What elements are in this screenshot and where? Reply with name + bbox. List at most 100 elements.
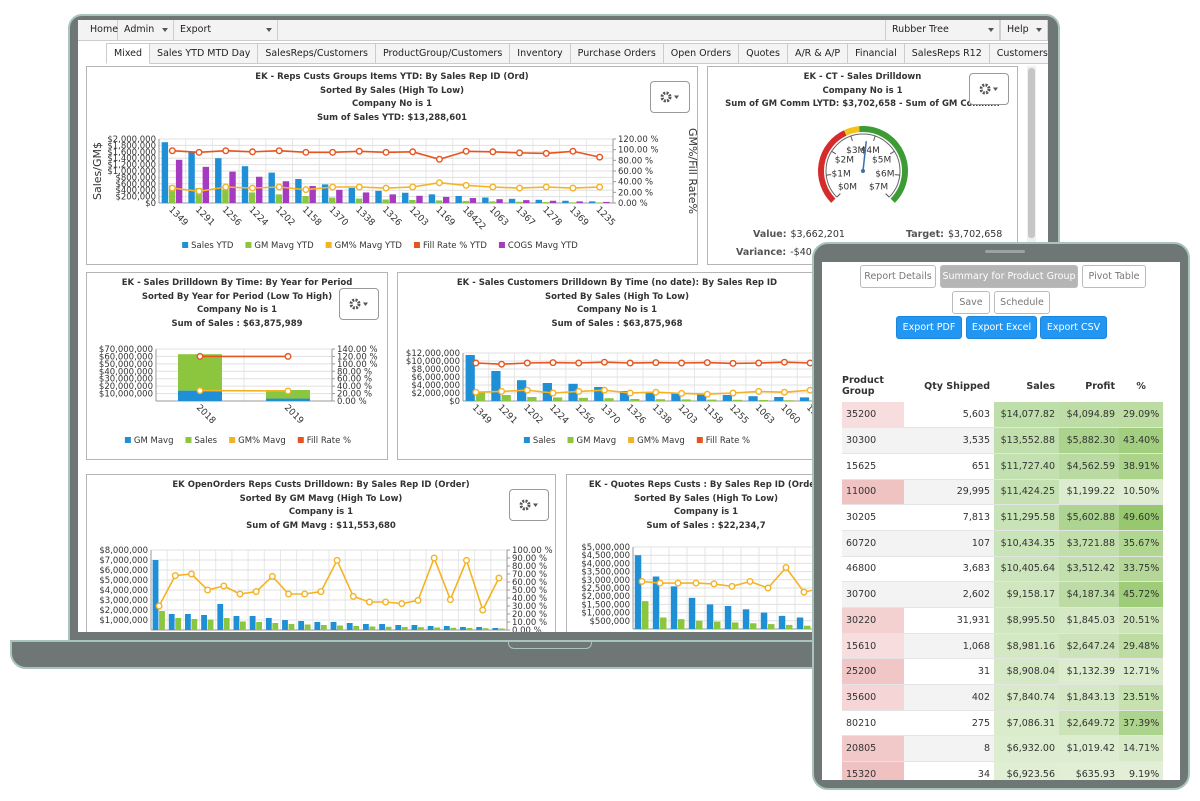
gear[interactable] — [660, 91, 672, 103]
button[interactable]: Pivot Table — [1082, 265, 1146, 288]
line-marker — [516, 149, 524, 157]
x-tick-label: 18422 — [460, 205, 487, 232]
y2-tick-label: 80.00 % — [337, 367, 372, 377]
title-line: Sorted By Year for Period (Low To High) — [141, 291, 333, 302]
settings-button[interactable] — [969, 73, 1009, 105]
line-marker — [729, 359, 737, 367]
x-tick-label: 1202 — [521, 403, 544, 426]
chart-panel: EK - Sales Drilldown By Time: By Year fo… — [86, 272, 388, 460]
menu-item[interactable]: Export Dashboard — [174, 20, 278, 55]
tab[interactable]: SalesReps R12 — [904, 43, 990, 64]
bar — [491, 371, 501, 401]
bar — [222, 189, 229, 203]
line-marker — [549, 359, 557, 367]
line-marker — [284, 387, 292, 395]
gear-icon[interactable] — [510, 490, 548, 520]
title-line: Sum of Sales : $22,234,7 — [646, 520, 766, 531]
tab[interactable]: Inventory — [510, 43, 571, 64]
table-cell: 14.71% — [1119, 735, 1164, 763]
button[interactable]: Save — [952, 291, 990, 314]
gear[interactable] — [519, 499, 531, 511]
settings-button[interactable] — [509, 489, 549, 521]
bar — [152, 560, 159, 630]
menu-item[interactable]: Home — [84, 20, 118, 40]
bar — [202, 166, 210, 203]
tab[interactable]: A/R & A/P — [787, 43, 849, 64]
tablet-screen: Report Details Summary for Product Group P… — [822, 262, 1180, 780]
gear-icon[interactable] — [970, 74, 1008, 104]
line-marker — [549, 389, 557, 397]
y-tick-label: $2,000,000 — [411, 389, 460, 399]
line-marker — [498, 360, 506, 368]
y-tick-label: $20,000,000 — [99, 382, 153, 392]
line-marker — [275, 147, 283, 155]
y2-tick-label: 60.00 % — [512, 578, 547, 588]
table-cell: 12.71% — [1119, 658, 1164, 686]
line-marker — [222, 147, 230, 155]
gear-icon[interactable] — [340, 289, 378, 319]
tab[interactable]: Open Orders — [663, 43, 740, 64]
bar — [804, 625, 811, 629]
menu-item[interactable]: Rubber Tree Systems — [885, 20, 1000, 55]
legend: GM Mavg Sales GM% Mavg Fill Rate % — [124, 436, 351, 446]
table-cell: $11,727.40 — [994, 453, 1059, 480]
column-header: Product Group — [842, 375, 884, 397]
gauge-panel: EK - CT - Sales Drilldown Company No is 1… — [707, 66, 1018, 265]
tab[interactable]: Sales YTD MTD Day — [150, 43, 259, 64]
line-marker — [317, 588, 325, 596]
scroll-thumb[interactable] — [1028, 68, 1035, 238]
tab[interactable]: Mixed — [106, 43, 151, 64]
table-cell: 23.51% — [1119, 684, 1164, 711]
button[interactable]: Export PDF — [896, 316, 962, 339]
tab[interactable]: Financial — [848, 43, 905, 64]
line-marker — [782, 563, 790, 571]
bar — [594, 387, 604, 401]
caret[interactable] — [363, 302, 368, 307]
tab[interactable]: Quotes — [739, 43, 788, 64]
caret[interactable] — [1036, 28, 1042, 32]
tab[interactable]: Customers R12 — [989, 43, 1048, 64]
y-tick-label: $500,000 — [589, 617, 630, 627]
menu-item[interactable]: Help — [1000, 20, 1048, 40]
caret[interactable] — [674, 95, 679, 100]
button[interactable]: Export Excel — [966, 316, 1037, 339]
title-line: EK OpenOrders Reps Custs Drilldown: By S… — [172, 480, 470, 490]
chart: $70,000,000$60,000,000$50,000,000$40,000… — [99, 345, 378, 446]
caret[interactable] — [533, 503, 538, 508]
menu-item[interactable]: Admin — [118, 20, 174, 40]
tab[interactable]: Purchase Orders — [570, 43, 664, 64]
y-tick-label: $2,500,000 — [581, 584, 630, 594]
caret[interactable] — [988, 28, 994, 32]
table-row: 35600 402 $7,840.74 $1,843.13 23.51% — [842, 684, 1164, 711]
y-tick-label: $8,000,000 — [99, 546, 148, 556]
gear[interactable] — [349, 298, 361, 310]
legend-swatch — [124, 437, 131, 443]
table-row: 30700 2,602 $9,158.17 $4,187.34 45.72% — [842, 581, 1164, 608]
gauge-tick-label: $4M — [861, 146, 880, 156]
x-tick-label: 1256 — [220, 205, 243, 228]
settings-button[interactable] — [650, 81, 690, 113]
table-cell: $1,843.13 — [1059, 684, 1119, 711]
button[interactable]: Summary for Product Group — [940, 265, 1078, 288]
button[interactable]: Export CSV — [1040, 316, 1107, 339]
settings-button[interactable] — [339, 288, 379, 320]
caret[interactable] — [162, 28, 168, 32]
gear[interactable] — [979, 83, 991, 95]
button[interactable]: Report Details — [860, 265, 936, 288]
table-cell: 49.60% — [1119, 504, 1164, 531]
caret[interactable] — [993, 87, 998, 92]
tab[interactable]: SalesReps/Customers — [258, 43, 376, 64]
table-cell: 8 — [904, 735, 994, 763]
bar — [786, 624, 793, 629]
y-tick-label: $1,000,000 — [99, 616, 148, 626]
button[interactable]: Schedule — [994, 291, 1050, 314]
bar — [314, 622, 321, 630]
bar — [362, 192, 370, 203]
line-marker — [652, 388, 660, 396]
tab[interactable]: ProductGroup/Customers — [375, 43, 511, 64]
x-tick-label: 2018 — [194, 403, 217, 426]
title-line: Company is 1 — [288, 507, 354, 517]
caret[interactable] — [266, 28, 272, 32]
line-marker — [728, 582, 736, 590]
gear-icon[interactable] — [651, 82, 689, 112]
